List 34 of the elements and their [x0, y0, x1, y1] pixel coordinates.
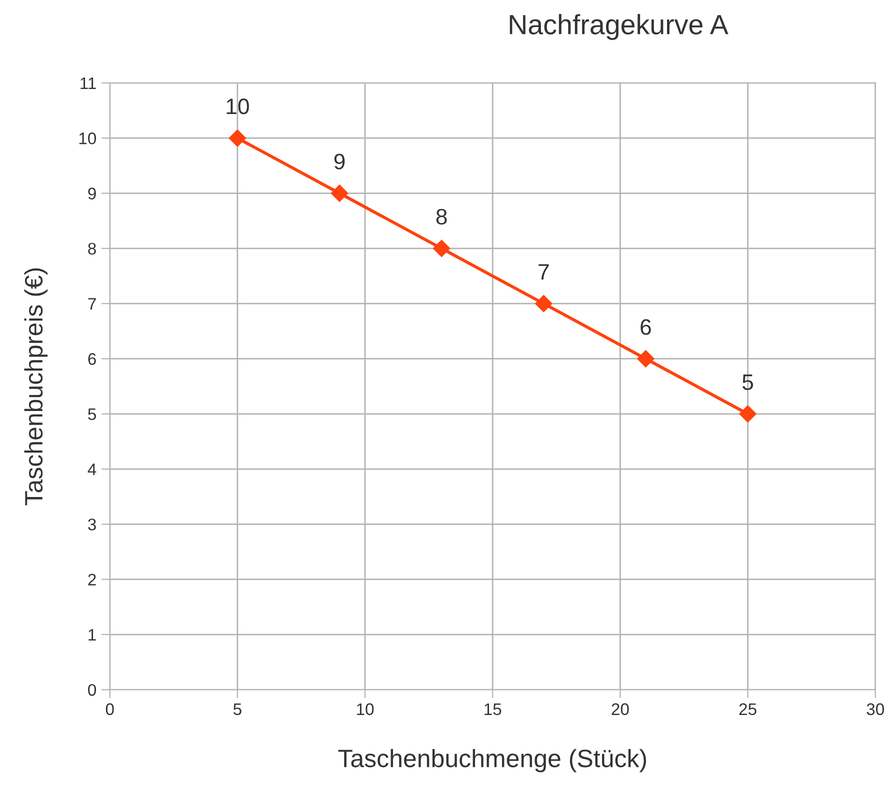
data-label: 7 [538, 264, 549, 280]
y-tick-label: 10 [79, 132, 96, 144]
y-tick-label: 7 [88, 298, 96, 310]
point [739, 405, 756, 422]
x-tick-label: 15 [484, 703, 502, 716]
y-tick-label: 4 [88, 464, 96, 476]
x-tick-label: 30 [866, 703, 884, 716]
y-tick-label: 9 [88, 188, 96, 200]
point [433, 240, 450, 257]
y-tick-label: 0 [88, 684, 96, 696]
point [637, 350, 654, 368]
x-tick-label: 5 [233, 703, 242, 716]
x-tick-label: 20 [612, 703, 629, 716]
chart-title: Nachfragekurve A [510, 14, 728, 40]
y-tick-label: 6 [88, 353, 96, 365]
point [535, 295, 552, 312]
y-tick-label: 1 [88, 629, 96, 641]
data-label: 10 [226, 98, 249, 114]
x-axis-title: Taschenbuchmenge (Stück) [338, 748, 646, 772]
x-tick-label: 10 [357, 703, 374, 716]
y-axis-title: Taschenbuchpreis (€) [24, 268, 48, 506]
y-tick-label: 3 [88, 518, 96, 530]
y-tick-label: 2 [88, 574, 96, 586]
y-tick-label: 5 [88, 408, 96, 420]
data-label: 6 [640, 319, 651, 335]
point [228, 130, 246, 147]
y-tick-label: 8 [88, 242, 96, 255]
data-label: 9 [334, 154, 345, 170]
y-tick-label: 11 [80, 78, 96, 89]
point [330, 184, 348, 202]
x-tick-label: 0 [106, 703, 114, 716]
x-tick-label: 25 [739, 703, 756, 716]
data-label: 8 [436, 208, 447, 225]
data-label: 5 [742, 374, 754, 390]
